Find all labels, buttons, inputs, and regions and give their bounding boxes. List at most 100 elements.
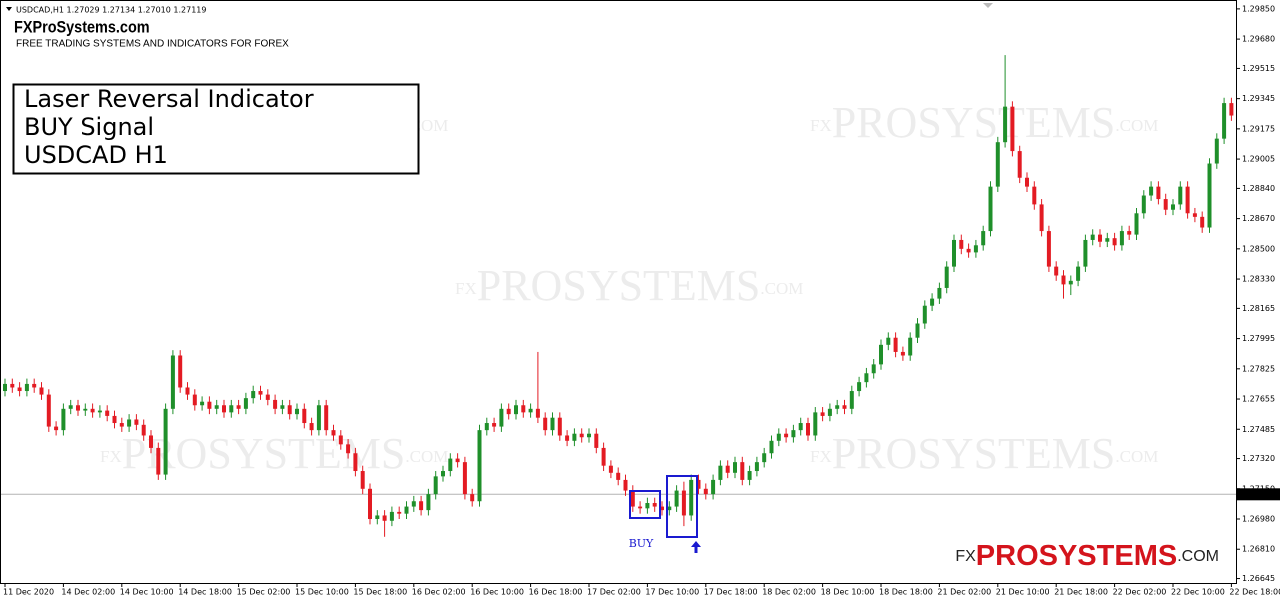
- candle-body: [316, 405, 321, 431]
- x-tick-label: 17 Dec 10:00: [645, 588, 699, 597]
- watermark-part: .COM: [760, 279, 803, 298]
- watermark-part: FX: [100, 447, 122, 466]
- candle-body: [952, 239, 956, 267]
- candle-body: [346, 444, 351, 454]
- candle-body: [1105, 238, 1110, 242]
- candle-body: [1025, 177, 1029, 187]
- candle-body: [10, 383, 15, 388]
- x-tick-label: 16 Dec 02:00: [412, 588, 466, 597]
- info-box: [12, 83, 420, 175]
- candle-body: [76, 405, 80, 411]
- candle-body: [908, 337, 913, 356]
- x-tick-label: 14 Dec 02:00: [61, 588, 115, 597]
- candle-body: [192, 394, 197, 406]
- candle-body: [83, 408, 88, 411]
- candle-body: [667, 506, 672, 511]
- candle-body: [1192, 213, 1197, 217]
- candle-body: [827, 408, 832, 416]
- info-line: BUY Signal: [24, 113, 154, 141]
- candle-body: [630, 490, 635, 507]
- candle-body: [871, 364, 876, 374]
- x-tick-label: 17 Dec 02:00: [587, 588, 641, 597]
- candle-body: [696, 479, 701, 489]
- y-tick-label: 1.28670: [1242, 214, 1275, 223]
- candle-body: [857, 382, 862, 392]
- candle-body: [645, 503, 650, 509]
- candle-body: [1149, 186, 1154, 196]
- candle-body: [397, 511, 402, 514]
- candle-body: [1076, 266, 1081, 281]
- candle-body: [784, 433, 789, 438]
- candle-body: [477, 430, 482, 502]
- y-tick-label: 1.28840: [1242, 184, 1275, 193]
- candle-body: [368, 488, 372, 520]
- candle-body: [915, 323, 920, 338]
- candle-body: [1185, 186, 1190, 214]
- candle-body: [1032, 186, 1037, 205]
- candle-body: [557, 417, 562, 436]
- candle-body: [1061, 275, 1066, 285]
- watermark: FXPROSYSTEMS.COM: [810, 98, 1158, 147]
- candle-body: [214, 405, 219, 409]
- x-tick-label: 21 Dec 10:00: [996, 588, 1050, 597]
- candle-body: [287, 405, 292, 415]
- candle-body: [791, 430, 796, 438]
- logo-part: .COM: [1177, 548, 1219, 565]
- candle-body: [900, 351, 905, 356]
- watermark-part: FX: [810, 447, 832, 466]
- candle-body: [302, 408, 307, 424]
- candle-body: [769, 440, 774, 454]
- candle-body: [54, 426, 59, 431]
- tagline: FREE TRADING SYSTEMS AND INDICATORS FOR …: [16, 39, 289, 50]
- buy-label: BUY: [629, 537, 654, 550]
- x-tick-label: 17 Dec 18:00: [704, 588, 758, 597]
- candle-body: [3, 383, 7, 392]
- candle-body: [623, 479, 628, 491]
- candle-body: [849, 391, 854, 409]
- candle-body: [506, 408, 511, 415]
- price-tag-label: 1.27119: [1241, 490, 1274, 499]
- info-line: USDCAD H1: [24, 141, 168, 169]
- candle-body: [733, 462, 737, 473]
- x-tick-label: 15 Dec 10:00: [295, 588, 349, 597]
- candle-body: [747, 471, 752, 480]
- candles: [3, 55, 1234, 537]
- candle-body: [492, 423, 497, 427]
- signal-box: [666, 475, 698, 538]
- candle-body: [1222, 103, 1227, 139]
- candle-body: [587, 433, 591, 438]
- x-tick-label: 21 Dec 18:00: [1054, 588, 1108, 597]
- candle-body: [1039, 204, 1044, 232]
- candle-body: [959, 239, 964, 249]
- symbol-header: USDCAD,H1 1.27029 1.27134 1.27010 1.2711…: [16, 6, 206, 15]
- candle-body: [1178, 186, 1183, 205]
- candle-body: [338, 435, 343, 445]
- y-tick-label: 1.26980: [1242, 515, 1275, 524]
- candle-body: [1112, 238, 1117, 246]
- candle-body: [39, 387, 44, 395]
- candle-body: [441, 471, 445, 477]
- candle-body: [433, 476, 438, 495]
- candle-body: [1214, 138, 1219, 164]
- candle-body: [222, 405, 226, 413]
- y-tick-label: 1.28330: [1242, 275, 1275, 284]
- candle-body: [61, 408, 66, 431]
- watermark-part: PROSYSTEMS: [477, 261, 761, 310]
- candle-body: [484, 423, 489, 431]
- y-tick-label: 1.29005: [1242, 155, 1275, 164]
- candle-body: [762, 453, 767, 463]
- x-tick-label: 16 Dec 18:00: [529, 588, 583, 597]
- candle-body: [134, 419, 139, 425]
- y-tick-label: 1.27825: [1242, 364, 1275, 373]
- candle-body: [864, 373, 869, 383]
- candle-body: [1127, 231, 1132, 235]
- axes: 1.29850 1.29680 1.29515 1.29345 1.29175 1.290…: [3, 4, 1280, 597]
- candle-body: [820, 412, 825, 416]
- candle-body: [988, 186, 993, 232]
- candle-body: [638, 506, 643, 509]
- candle-body: [375, 515, 380, 520]
- plot-frame: [0, 0, 1237, 584]
- candle-body: [331, 430, 336, 436]
- candle-body: [411, 501, 416, 507]
- y-tick-label: 1.27655: [1242, 395, 1275, 404]
